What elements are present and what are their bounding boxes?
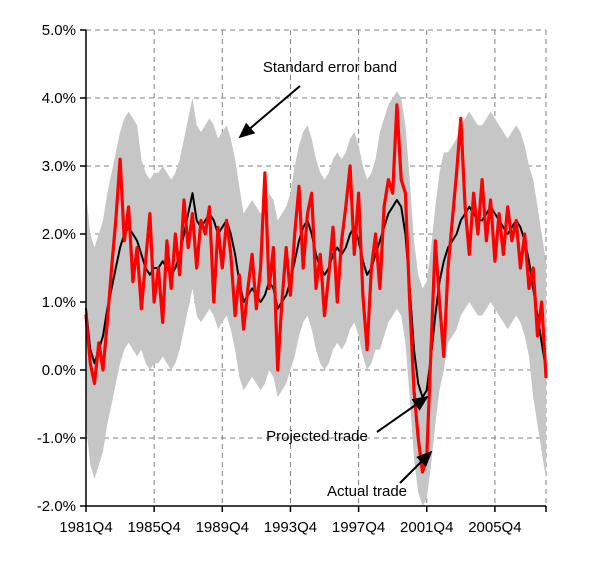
y-tick-label: 3.0%	[42, 158, 76, 175]
x-tick-label: 1989Q4	[196, 519, 249, 536]
annotation-projected-trade: Projected trade	[266, 428, 368, 445]
annotation-actual-trade: Actual trade	[327, 483, 407, 500]
actual-trade-line	[84, 103, 548, 474]
y-tick-label: 5.0%	[42, 22, 76, 39]
standard-error-band-area	[86, 91, 546, 506]
y-tick-label: 1.0%	[42, 294, 76, 311]
y-tick-label: -1.0%	[37, 430, 76, 447]
x-tick-label: 1997Q4	[332, 519, 385, 536]
annotation-arrow-actual-trade	[399, 450, 433, 484]
y-tick-label: 2.0%	[42, 226, 76, 243]
y-tick-label: 4.0%	[42, 90, 76, 107]
annotation-standard-error-band: Standard error band	[263, 59, 397, 76]
annotation-arrow-standard-error-band	[238, 85, 301, 139]
annotation-arrow-projected-trade	[376, 395, 429, 433]
x-tick-label: 1993Q4	[264, 519, 317, 536]
y-tick-label: -2.0%	[37, 498, 76, 515]
x-tick-label: 2005Q4	[468, 519, 521, 536]
x-tick-label: 2001Q4	[400, 519, 453, 536]
y-tick-label: 0.0%	[42, 362, 76, 379]
x-tick-label: 1981Q4	[59, 519, 112, 536]
x-tick-label: 1985Q4	[127, 519, 180, 536]
